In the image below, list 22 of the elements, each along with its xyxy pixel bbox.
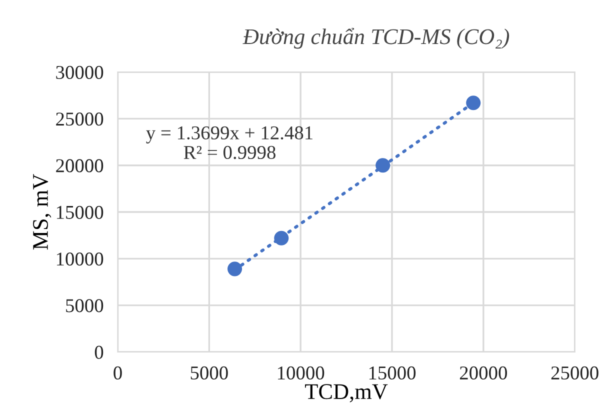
annotation: y = 1.3699x + 12.481 xyxy=(146,126,312,144)
y-tick-label: 20000 xyxy=(56,159,104,172)
chart-title: Đường chuẩn TCD-MS (CO₂) xyxy=(242,28,510,49)
point xyxy=(274,230,289,246)
point xyxy=(466,96,481,110)
y-tick-label: 10000 xyxy=(56,252,104,266)
x-tick-label: 25000 xyxy=(551,366,598,380)
y-tick-label: 15000 xyxy=(56,206,104,219)
point xyxy=(227,262,242,276)
y-axis-title: MS, mV xyxy=(33,174,52,250)
x-tick-label: 10000 xyxy=(278,366,324,380)
x-tick-label: 5000 xyxy=(190,366,228,380)
annotation: R² = 0.9998 xyxy=(184,146,276,160)
x-axis-title: TCD,mV xyxy=(305,384,388,402)
point xyxy=(376,158,390,173)
x-tick-label: 0 xyxy=(114,366,122,380)
y-tick-label: 25000 xyxy=(56,112,104,126)
x-tick-label: 15000 xyxy=(369,366,416,380)
y-tick-label: 30000 xyxy=(56,66,104,80)
x-tick-label: 20000 xyxy=(460,366,507,380)
y-tick-label: 0 xyxy=(94,346,104,359)
y-tick-label: 5000 xyxy=(66,299,104,312)
